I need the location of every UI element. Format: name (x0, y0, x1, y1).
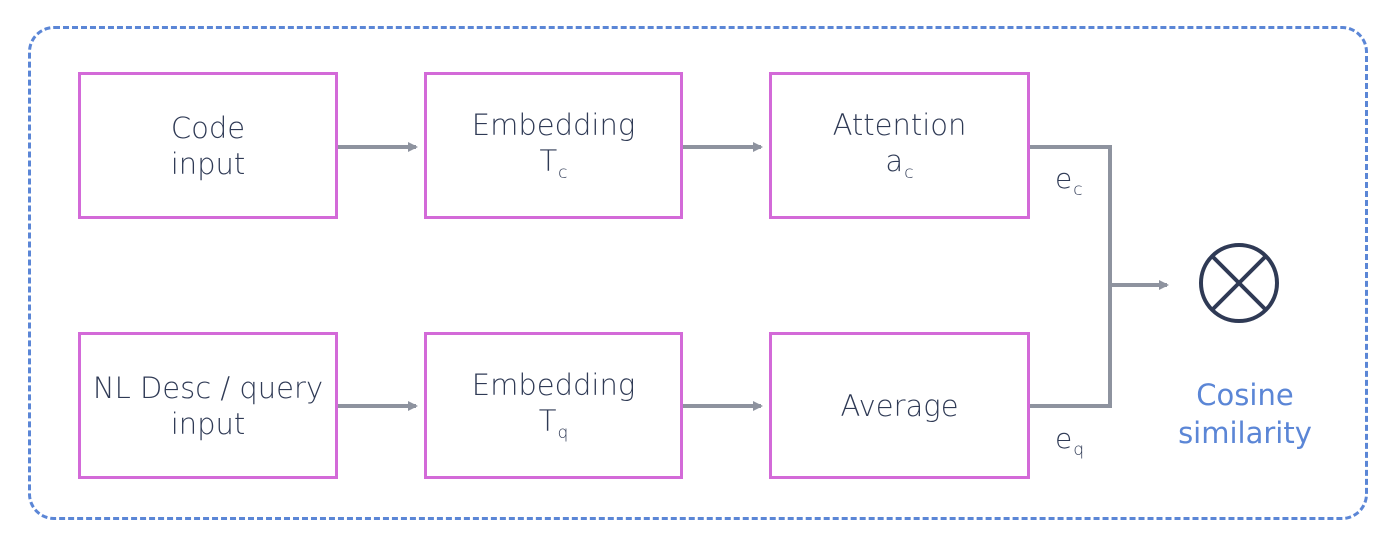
nl-input-line2: input (170, 406, 246, 441)
circle-times-icon (1199, 243, 1279, 323)
eq-connector (1030, 285, 1112, 408)
average-title: Average (840, 388, 959, 423)
eq-label: eq (1055, 422, 1085, 460)
ec-connector (1030, 145, 1112, 285)
cosine-similarity-label: Cosine similarity (1160, 376, 1330, 452)
embedding-q-symbol: Tq (538, 404, 569, 443)
average-node: Average (769, 332, 1030, 479)
ec-label: ec (1055, 162, 1083, 200)
attention-node: Attention ac (769, 72, 1030, 219)
pipeline-frame (28, 26, 1368, 520)
nl-input-line1: NL Desc / query (92, 370, 324, 405)
embedding-c-node: Embedding Tc (424, 72, 683, 219)
nl-query-input-node: NL Desc / query input (78, 332, 338, 479)
code-input-line2: input (170, 146, 246, 181)
embedding-c-symbol: Tc (539, 144, 568, 183)
cosine-label-line2: similarity (1178, 416, 1312, 450)
cosine-label-line1: Cosine (1196, 378, 1294, 412)
embedding-q-node: Embedding Tq (424, 332, 683, 479)
embedding-c-title: Embedding (471, 108, 636, 142)
attention-title: Attention (832, 108, 967, 142)
embedding-q-title: Embedding (471, 368, 636, 402)
code-input-line1: Code (170, 110, 246, 145)
code-input-node: Code input (78, 72, 338, 219)
attention-symbol: ac (885, 144, 914, 183)
